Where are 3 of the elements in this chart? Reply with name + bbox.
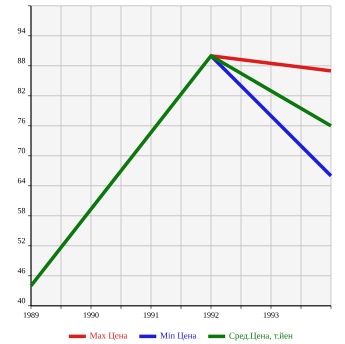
legend-label: Min Цена bbox=[160, 332, 196, 340]
legend-label: Max Цена bbox=[90, 332, 128, 340]
legend-label: Сред.Цена, т.йен bbox=[229, 332, 293, 340]
